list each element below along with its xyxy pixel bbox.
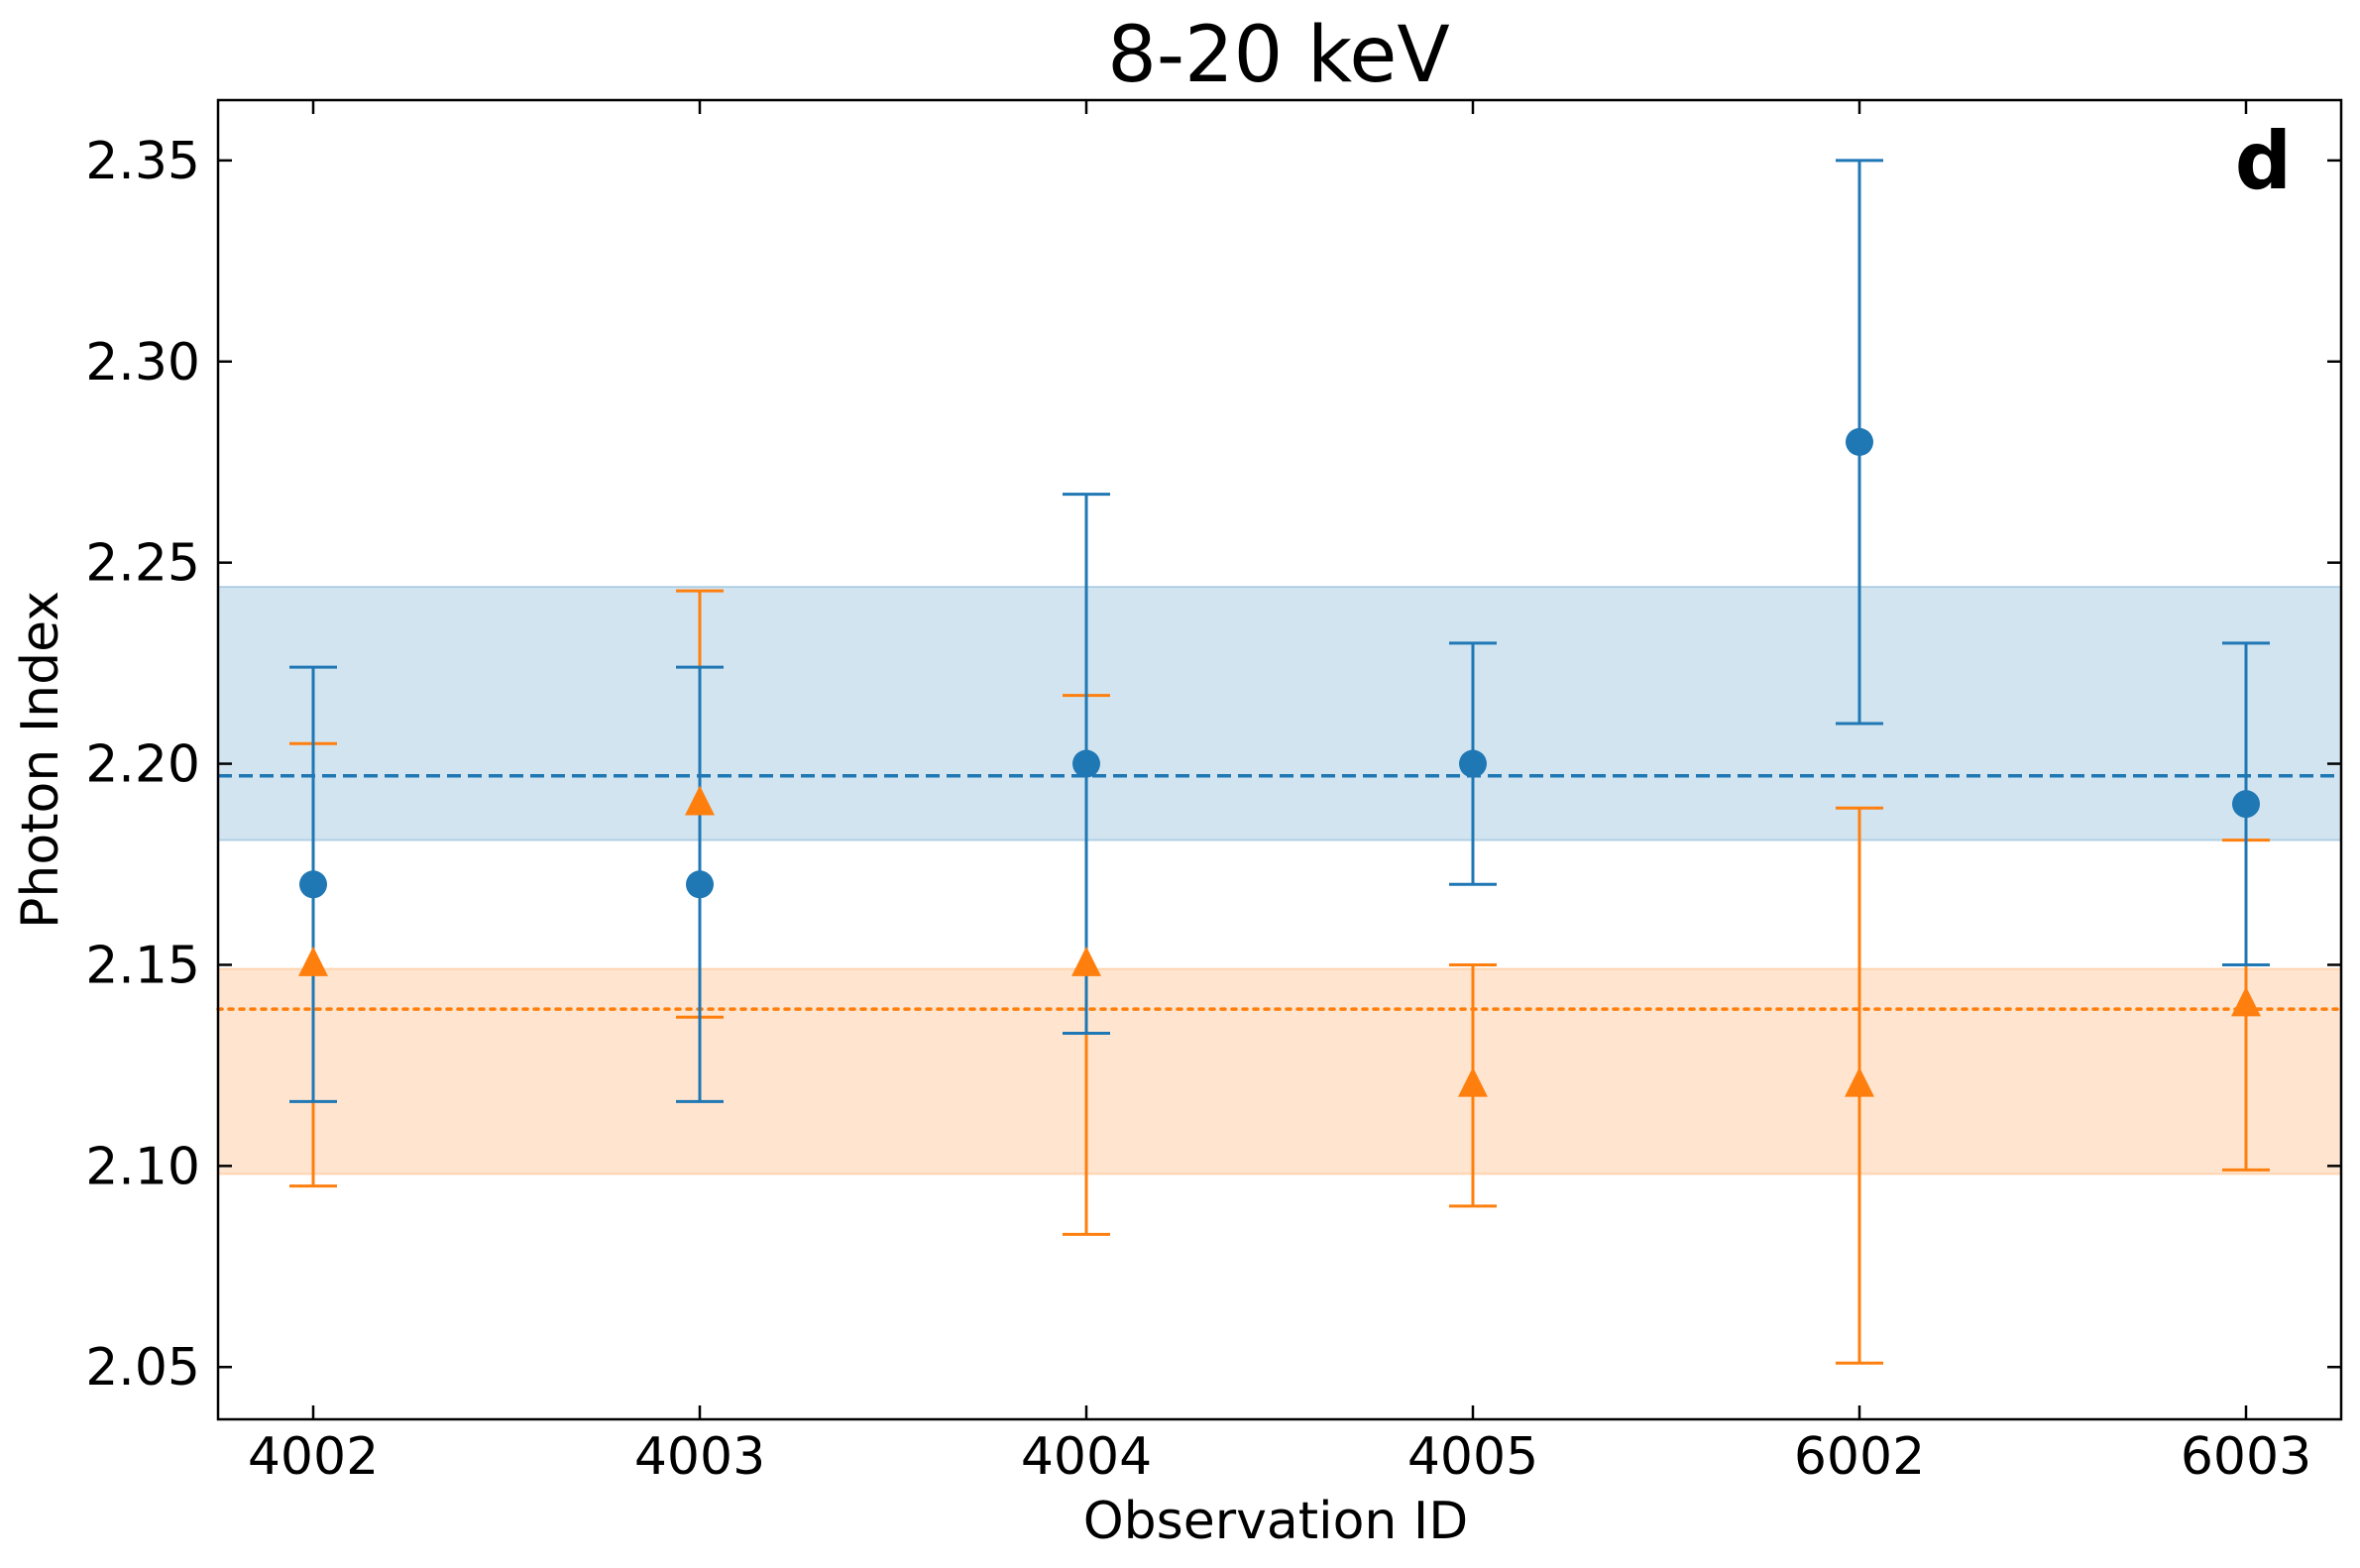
data-point-triangle [1458,1066,1488,1097]
data-point-triangle [298,946,328,976]
plot-frame [216,98,2343,1421]
data-point-circle [1846,427,1873,456]
x-tick-label: 4004 [1021,1427,1152,1487]
y-tick-labels: 2.05 2.10 2.15 2.20 2.25 2.30 2.35 [85,132,200,1398]
band-series-2 [217,967,2342,1176]
data-point-circle [299,870,327,899]
data-point-circle [1072,749,1100,778]
y-tick-label: 2.30 [85,333,200,392]
data-point-triangle [685,785,715,816]
y-tick-label: 2.05 [85,1338,200,1398]
x-tick-label: 4003 [634,1427,765,1487]
panel-label: d [2235,115,2292,207]
data-point-triangle [2231,986,2261,1017]
y-tick-label: 2.35 [85,132,200,191]
uncertainty-bands [217,586,2342,1176]
mean-lines [216,773,2343,1011]
x-tick-label: 6002 [1794,1427,1925,1487]
y-tick-label: 2.15 [85,936,200,995]
data-point-triangle [1071,946,1101,976]
band-series-1 [217,586,2342,841]
data-point-circle [686,870,714,899]
data-point-circle [2232,790,2260,819]
y-tick-label: 2.25 [85,534,200,594]
y-tick-label: 2.20 [85,735,200,795]
x-tick-label: 4002 [248,1427,379,1487]
y-axis-label: Photon Index [11,591,70,929]
data-point-triangle [1845,1066,1874,1097]
x-tick-label: 4005 [1407,1427,1538,1487]
x-axis-label: Observation ID [1083,1492,1469,1551]
x-tick-label: 6003 [2181,1427,2311,1487]
x-tick-labels: 4002 4003 4004 4005 6002 6003 [248,1427,2311,1487]
data-point-circle [1459,749,1487,778]
axis-ticks [218,100,2341,1419]
chart-title: 8-20 keV [1107,11,1450,100]
y-tick-label: 2.10 [85,1137,200,1196]
data-markers [298,427,2261,1097]
